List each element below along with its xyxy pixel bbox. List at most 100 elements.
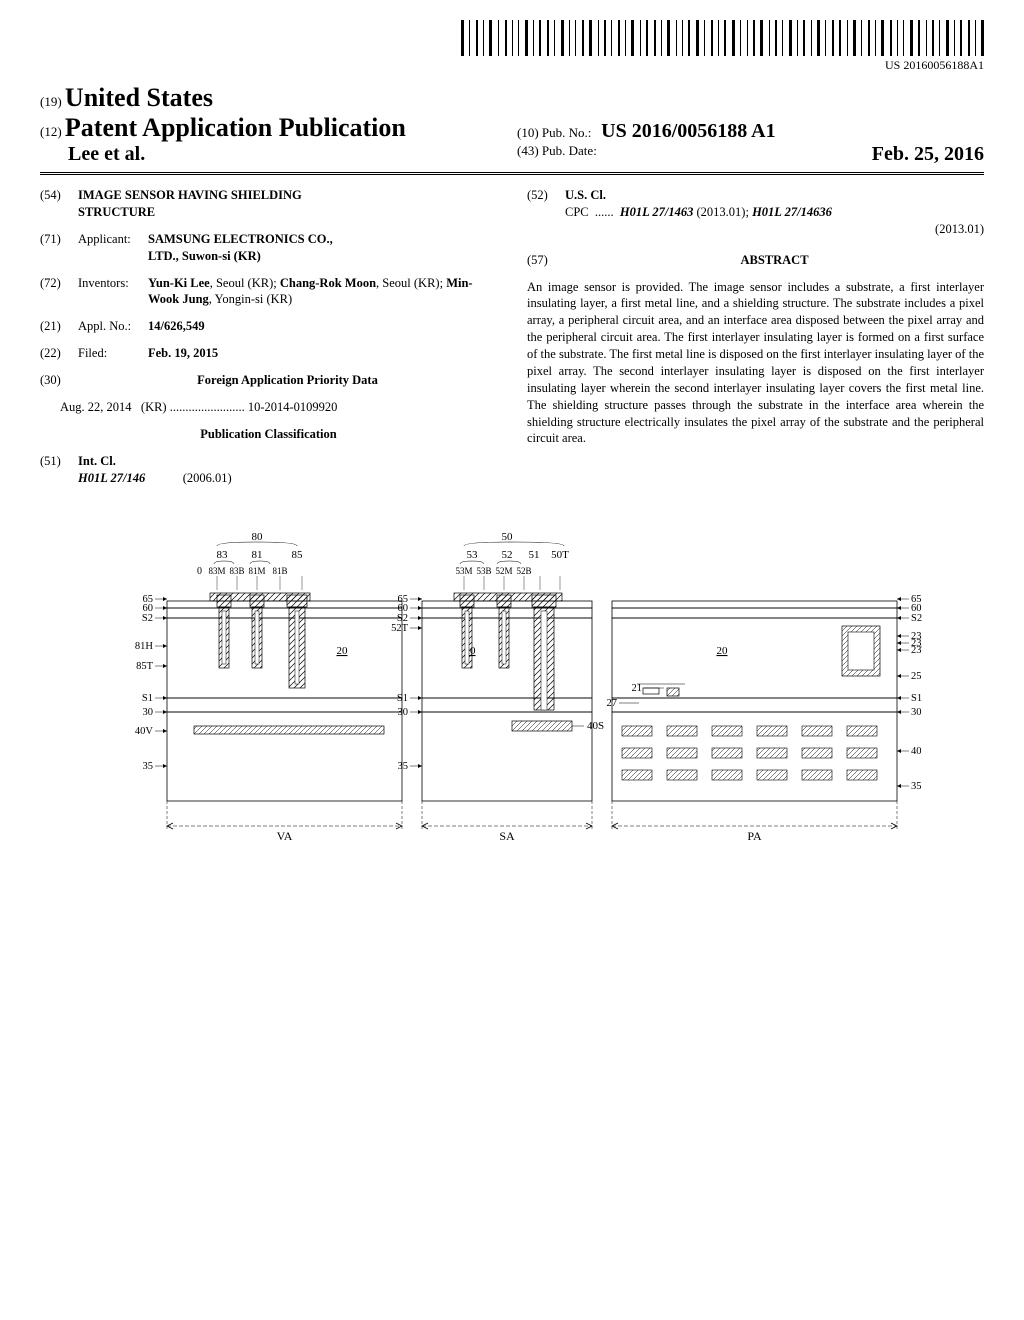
left-column: (54) IMAGE SENSOR HAVING SHIELDING STRUC… xyxy=(40,187,497,496)
divider-thin xyxy=(40,174,984,175)
svg-text:81B: 81B xyxy=(272,566,287,576)
svg-text:S1: S1 xyxy=(142,693,153,704)
title-line1: IMAGE SENSOR HAVING SHIELDING xyxy=(78,187,497,204)
svg-text:52T: 52T xyxy=(391,623,409,634)
svg-text:85: 85 xyxy=(292,549,304,561)
svg-text:53B: 53B xyxy=(476,566,491,576)
priority-country: (KR) xyxy=(141,399,167,416)
svg-text:53: 53 xyxy=(467,549,479,561)
inid-10: (10) xyxy=(517,125,539,140)
svg-text:50: 50 xyxy=(502,531,514,543)
svg-text:30: 30 xyxy=(143,707,154,718)
svg-text:81: 81 xyxy=(252,549,263,561)
svg-text:50T: 50T xyxy=(551,549,569,561)
country-name: United States xyxy=(65,83,213,112)
inid-72: (72) xyxy=(40,275,78,309)
priority-num: 10-2014-0109920 xyxy=(248,399,338,416)
inid-51: (51) xyxy=(40,453,78,487)
svg-text:85T: 85T xyxy=(136,661,154,672)
divider-thick xyxy=(40,172,984,173)
barcode-section: US 20160056188A1 xyxy=(40,20,984,73)
svg-text:83M: 83M xyxy=(208,566,225,576)
inventors-label: Inventors: xyxy=(78,275,148,309)
svg-text:30: 30 xyxy=(911,707,922,718)
svg-text:35: 35 xyxy=(911,781,922,792)
priority-dots: ........................ xyxy=(170,399,245,416)
abstract-text: An image sensor is provided. The image s… xyxy=(527,279,984,448)
svg-text:53M: 53M xyxy=(455,566,472,576)
inid-19: (19) xyxy=(40,94,62,109)
svg-text:S2: S2 xyxy=(142,613,153,624)
svg-text:40S: 40S xyxy=(587,720,604,732)
svg-text:VA: VA xyxy=(277,829,293,843)
svg-text:35: 35 xyxy=(398,761,409,772)
pub-classification-title: Publication Classification xyxy=(40,426,497,443)
barcode-number: US 20160056188A1 xyxy=(40,58,984,73)
svg-text:20: 20 xyxy=(717,645,729,657)
applicant-l1: SAMSUNG ELECTRONICS CO., xyxy=(148,231,497,248)
svg-text:S1: S1 xyxy=(911,693,922,704)
intcl-year: (2006.01) xyxy=(183,471,232,485)
svg-text:52B: 52B xyxy=(516,566,531,576)
inid-57: (57) xyxy=(527,252,565,269)
patent-figure: 20202040SVASAPA6560S281H85TS13040V356560… xyxy=(40,526,984,866)
right-column: (52) U.S. Cl. CPC ...... H01L 27/1463 (2… xyxy=(527,187,984,496)
pub-no-value: US 2016/0056188 A1 xyxy=(601,120,775,142)
pub-date-value: Feb. 25, 2016 xyxy=(872,143,984,166)
inid-71: (71) xyxy=(40,231,78,265)
svg-text:21: 21 xyxy=(632,683,643,694)
svg-text:0: 0 xyxy=(197,566,202,577)
abstract-title: ABSTRACT xyxy=(565,252,984,269)
svg-text:30: 30 xyxy=(398,707,409,718)
cpc-year1: (2013.01); xyxy=(697,205,749,219)
title-line2: STRUCTURE xyxy=(78,204,497,221)
inid-43: (43) xyxy=(517,143,539,158)
biblio-columns: (54) IMAGE SENSOR HAVING SHIELDING STRUC… xyxy=(40,187,984,496)
inid-22: (22) xyxy=(40,345,78,362)
svg-text:20: 20 xyxy=(337,645,349,657)
svg-text:40V: 40V xyxy=(135,726,154,737)
priority-date: Aug. 22, 2014 xyxy=(60,399,132,416)
svg-text:81M: 81M xyxy=(248,566,265,576)
header-row: (19) United States (12) Patent Applicati… xyxy=(40,83,984,166)
svg-text:51: 51 xyxy=(529,549,540,561)
cpc-year2: (2013.01) xyxy=(565,221,984,238)
svg-text:52: 52 xyxy=(502,549,513,561)
svg-text:52M: 52M xyxy=(495,566,512,576)
cpc-dots: ...... xyxy=(595,205,614,219)
svg-text:40P: 40P xyxy=(911,746,922,757)
inid-12: (12) xyxy=(40,124,62,139)
svg-text:23: 23 xyxy=(911,638,922,649)
applicant-label: Applicant: xyxy=(78,231,148,265)
pub-no-label: Pub. No.: xyxy=(542,125,591,140)
svg-text:27: 27 xyxy=(607,698,618,709)
figure-svg: 20202040SVASAPA6560S281H85TS13040V356560… xyxy=(102,526,922,866)
inid-30: (30) xyxy=(40,372,78,389)
applicant-l2: LTD., Suwon-si (KR) xyxy=(148,248,497,265)
foreign-priority-title: Foreign Application Priority Data xyxy=(78,372,497,389)
publication-type: Patent Application Publication xyxy=(65,113,406,142)
pub-date-label: Pub. Date: xyxy=(542,143,597,158)
authors: Lee et al. xyxy=(40,143,507,166)
cpc-label: CPC xyxy=(565,205,589,219)
applno-value: 14/626,549 xyxy=(148,318,497,335)
intcl-code: H01L 27/146 xyxy=(78,471,145,485)
svg-text:S2: S2 xyxy=(911,613,922,624)
svg-text:35: 35 xyxy=(143,761,154,772)
svg-text:80: 80 xyxy=(252,531,264,543)
filed-label: Filed: xyxy=(78,345,148,362)
cpc-code1: H01L 27/1463 xyxy=(620,205,694,219)
svg-text:SA: SA xyxy=(499,829,515,843)
cpc-code2: H01L 27/14636 xyxy=(752,205,832,219)
svg-text:25: 25 xyxy=(911,671,922,682)
barcode-graphic xyxy=(461,20,984,56)
inid-54: (54) xyxy=(40,187,78,221)
inventors-value: Yun-Ki Lee, Seoul (KR); Chang-Rok Moon, … xyxy=(148,275,497,309)
svg-text:81H: 81H xyxy=(135,641,154,652)
svg-text:83B: 83B xyxy=(229,566,244,576)
filed-value: Feb. 19, 2015 xyxy=(148,345,497,362)
svg-text:PA: PA xyxy=(747,829,762,843)
applno-label: Appl. No.: xyxy=(78,318,148,335)
intcl-label: Int. Cl. xyxy=(78,453,497,470)
inid-21: (21) xyxy=(40,318,78,335)
